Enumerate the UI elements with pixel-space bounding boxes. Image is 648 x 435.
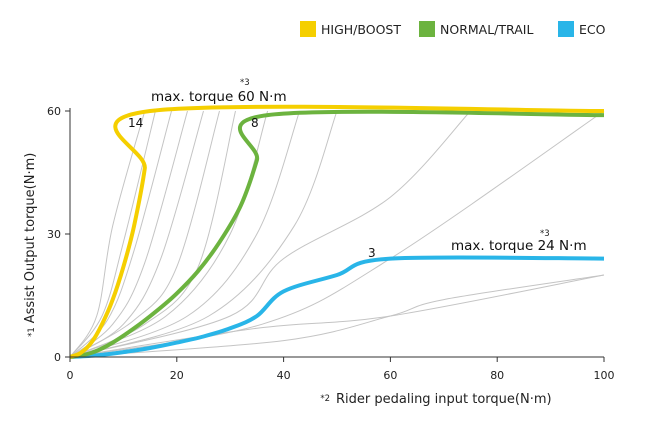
intermediate-curve-7 [69, 110, 236, 358]
x-tick-label: 60 [383, 369, 397, 382]
intermediate-assist-curves [69, 110, 605, 358]
x-tick-label: 0 [67, 369, 74, 382]
intermediate-curve-1 [69, 110, 146, 358]
max-torque-60-label: max. torque 60 N·m [151, 89, 287, 105]
legend-swatch-eco [558, 21, 574, 37]
legend-label-eco: ECO [579, 22, 606, 37]
legend: HIGH/BOOST NORMAL/TRAIL ECO [300, 21, 606, 37]
assist-mode-series [69, 104, 605, 359]
high-boost-line [69, 104, 605, 359]
eco-curve-label: 3 [368, 246, 376, 260]
intermediate-curve-5 [69, 110, 204, 358]
legend-swatch-normal [419, 21, 435, 37]
legend-label-high: HIGH/BOOST [321, 22, 401, 37]
y-tick-label: 30 [47, 228, 61, 241]
x-tick-label: 80 [490, 369, 504, 382]
axes [69, 108, 604, 358]
x-tick-label: 20 [170, 369, 184, 382]
x-axis-label: Rider pedaling input torque(N·m) [336, 392, 552, 407]
x-ticks: 0 20 40 60 80 100 [67, 357, 615, 382]
max-torque-24-label: max. torque 24 N·m [451, 238, 587, 254]
y-axis-label: Assist Output torque(N·m) [23, 153, 38, 324]
normal-curve-label: 8 [251, 116, 259, 130]
x-tick-label: 100 [594, 369, 615, 382]
y-axis-note: *1 [27, 327, 37, 337]
x-tick-label: 40 [277, 369, 291, 382]
intermediate-curve-10 [69, 110, 338, 358]
intermediate-curve-2 [69, 110, 156, 358]
y-tick-label: 0 [54, 351, 61, 364]
max-torque-60-note: *3 [240, 78, 250, 88]
intermediate-curve-3 [69, 110, 172, 358]
eco-line [69, 255, 605, 359]
legend-label-normal: NORMAL/TRAIL [440, 22, 533, 37]
y-ticks: 0 30 60 [47, 105, 70, 364]
intermediate-curve-14 [69, 274, 605, 358]
intermediate-curve-13 [69, 274, 605, 358]
intermediate-curve-6 [69, 110, 220, 358]
max-torque-24-note: *3 [540, 229, 550, 239]
intermediate-curve-11 [69, 110, 471, 358]
high-curve-label: 14 [128, 116, 143, 130]
intermediate-curve-4 [69, 110, 188, 358]
y-tick-label: 60 [47, 105, 61, 118]
legend-swatch-high [300, 21, 316, 37]
x-axis-note: *2 [320, 394, 330, 404]
intermediate-curve-9 [69, 110, 301, 358]
normal-trail-line [69, 109, 605, 359]
